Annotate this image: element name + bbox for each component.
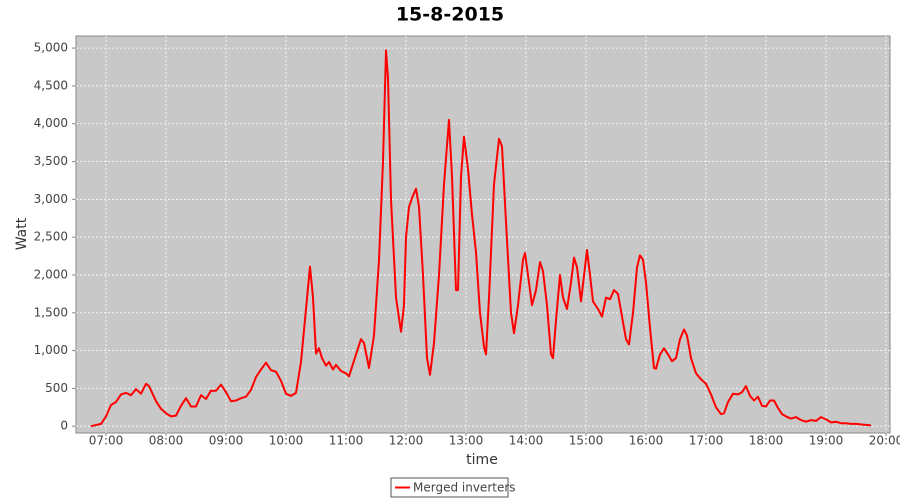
chart-title: 15-8-2015 [396, 4, 504, 26]
y-axis-label: Watt [14, 217, 30, 250]
x-tick-label: 19:00 [809, 434, 844, 448]
x-tick-label: 20:00 [869, 434, 900, 448]
x-tick-label: 11:00 [329, 434, 364, 448]
y-tick-label: 1,500 [34, 305, 68, 319]
y-tick-label: 3,000 [34, 192, 68, 206]
y-tick-label: 500 [45, 381, 68, 395]
legend-label: Merged inverters [413, 481, 516, 495]
y-tick-label: 2,500 [34, 230, 68, 244]
y-tick-label: 2,000 [34, 267, 68, 281]
y-tick-label: 3,500 [34, 154, 68, 168]
legend-box [390, 477, 509, 498]
x-tick-label: 07:00 [89, 434, 124, 448]
x-tick-label: 13:00 [449, 434, 484, 448]
x-tick-label: 14:00 [509, 434, 544, 448]
x-tick-label: 17:00 [689, 434, 724, 448]
y-tick-label: 5,000 [34, 41, 68, 55]
y-tick-label: 4,500 [34, 78, 68, 92]
x-tick-label: 16:00 [629, 434, 664, 448]
x-tick-label: 18:00 [749, 434, 784, 448]
x-tick-label: 09:00 [209, 434, 244, 448]
x-axis-label: time [466, 452, 498, 468]
x-tick-label: 12:00 [389, 434, 424, 448]
x-tick-label: 10:00 [269, 434, 304, 448]
x-tick-label: 15:00 [569, 434, 604, 448]
y-tick-label: 1,000 [34, 343, 68, 357]
plot-area [75, 35, 891, 434]
y-tick-label: 0 [60, 419, 68, 433]
y-tick-label: 4,000 [34, 116, 68, 130]
data-line [90, 49, 872, 428]
x-tick-label: 08:00 [149, 434, 184, 448]
